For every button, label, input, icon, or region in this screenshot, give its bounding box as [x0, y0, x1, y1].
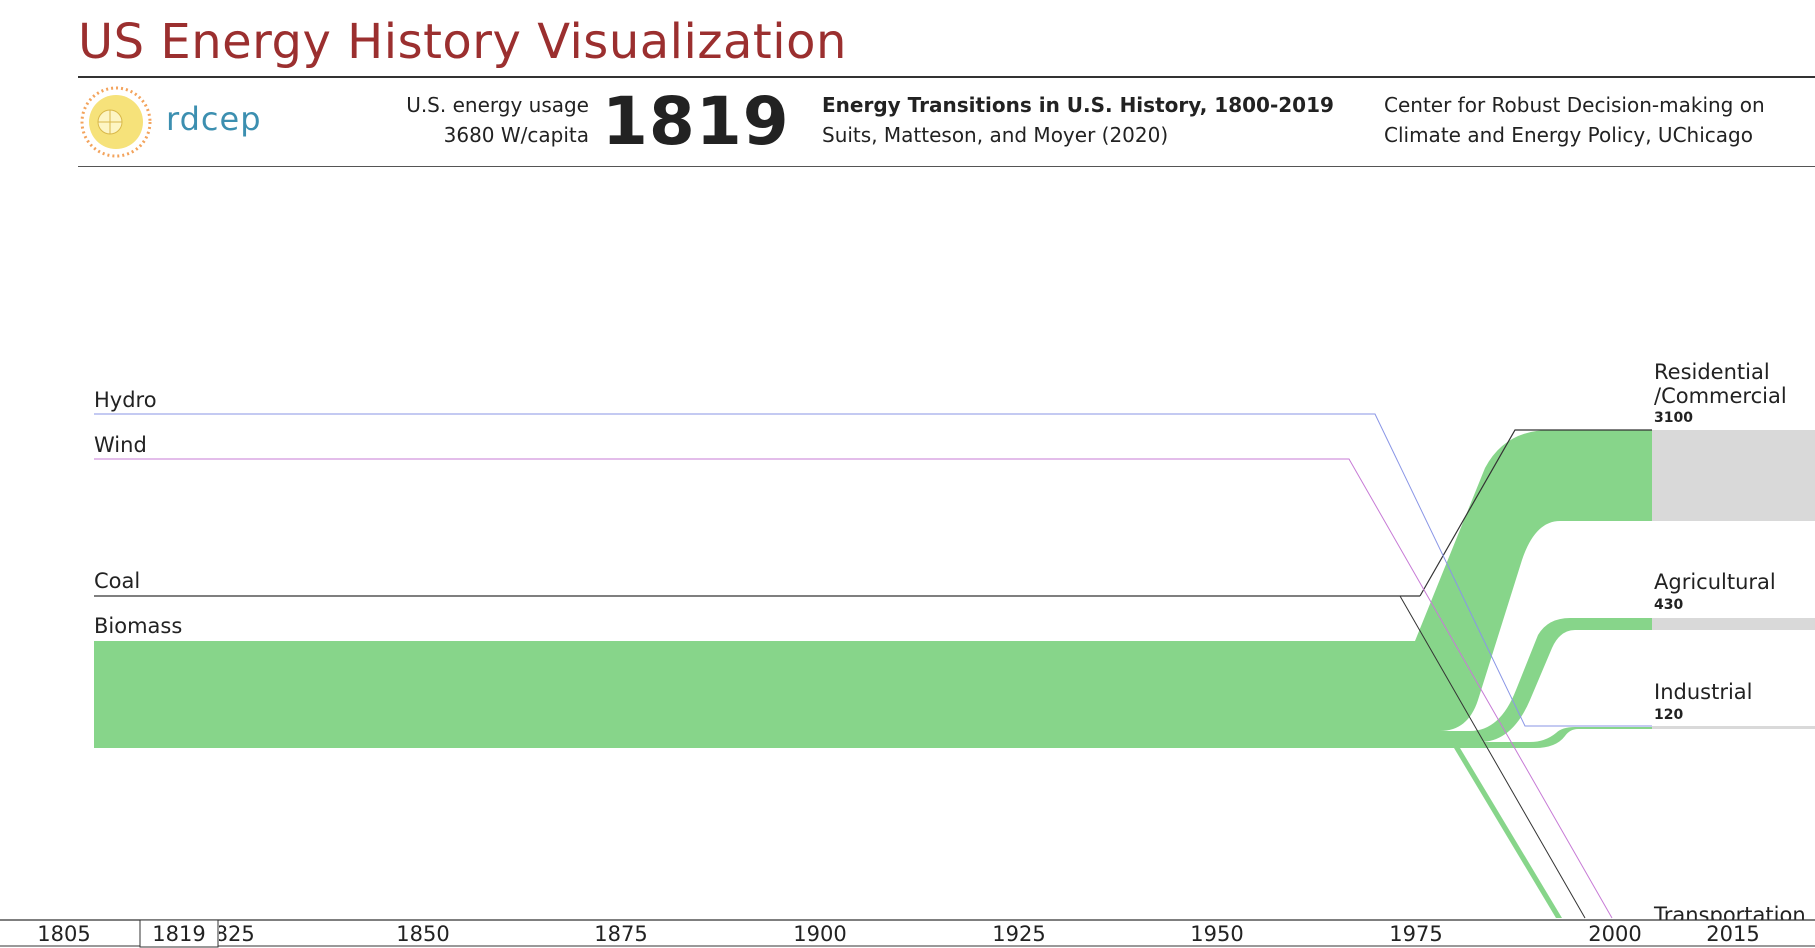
logo-emblem	[80, 86, 152, 158]
usage-value: 3680 W/capita	[443, 123, 589, 147]
flow-biomass-residential[interactable]	[94, 430, 1652, 731]
timeline-tick-1950[interactable]: 1950	[1190, 922, 1243, 946]
sector-bar-residential	[1652, 430, 1815, 521]
sector-label-agricultural: Agricultural	[1654, 570, 1776, 594]
header-top-rule	[78, 76, 1815, 78]
timeline-tick-1819[interactable]: 1819	[152, 922, 205, 946]
timeline-tick-1805[interactable]: 1805	[37, 922, 90, 946]
paper-citation[interactable]: Energy Transitions in U.S. History, 1800…	[822, 90, 1334, 150]
sector-bar-agricultural	[1652, 618, 1815, 630]
timeline-background	[0, 920, 1815, 948]
page-title: US Energy History Visualization	[78, 14, 847, 70]
timeline-tick-1875[interactable]: 1875	[594, 922, 647, 946]
flow-coal-transportation[interactable]	[1399, 595, 1586, 919]
center-line-2: Climate and Energy Policy, UChicago	[1384, 123, 1753, 147]
paper-authors: Suits, Matteson, and Moyer (2020)	[822, 123, 1169, 147]
timeline-tick-1975[interactable]: 1975	[1389, 922, 1442, 946]
timeline-tick-1900[interactable]: 1900	[793, 922, 846, 946]
sector-label-residential-2: /Commercial	[1654, 384, 1787, 408]
timeline-tick-1925[interactable]: 1925	[992, 922, 1045, 946]
source-label-biomass: Biomass	[94, 614, 182, 638]
timeline-tick-2015[interactable]: 2015	[1706, 922, 1759, 946]
header-bottom-rule	[78, 166, 1815, 167]
center-line-1: Center for Robust Decision-making on	[1384, 93, 1765, 117]
usage-label: U.S. energy usage	[406, 93, 589, 117]
sector-bar-industrial	[1652, 726, 1815, 729]
timeline-tick-2000[interactable]: 2000	[1588, 922, 1641, 946]
flow-hydro[interactable]	[94, 413, 1652, 727]
rdcep-logo-icon[interactable]: rdcep	[78, 84, 278, 164]
flow-biomass-agricultural[interactable]	[94, 618, 1652, 742]
paper-title[interactable]: Energy Transitions in U.S. History, 1800…	[822, 93, 1334, 117]
logo-text: rdcep	[166, 100, 262, 138]
energy-usage-readout: U.S. energy usage 3680 W/capita	[406, 90, 589, 150]
source-label-hydro: Hydro	[94, 388, 157, 412]
timeline-tick-1850[interactable]: 1850	[396, 922, 449, 946]
sector-label-residential-1: Residential	[1654, 360, 1770, 384]
flow-wind[interactable]	[94, 458, 1613, 919]
flow-biomass-industrial[interactable]	[94, 727, 1652, 748]
flow-coal-residential[interactable]	[1419, 429, 1652, 597]
sector-label-industrial: Industrial	[1654, 680, 1753, 704]
sector-value-agricultural: 430	[1654, 597, 1683, 613]
sector-value-industrial: 120	[1654, 707, 1683, 723]
timeline-tick-1825[interactable]: 1825	[201, 922, 255, 946]
center-credit[interactable]: Center for Robust Decision-making on Cli…	[1384, 90, 1765, 150]
timeline-year-marker[interactable]	[139, 919, 219, 948]
current-year: 1819	[602, 83, 790, 160]
source-label-wind: Wind	[94, 433, 147, 457]
sector-value-residential: 3100	[1654, 410, 1693, 426]
flow-biomass-transportation[interactable]	[1454, 748, 1562, 918]
source-label-coal: Coal	[94, 569, 140, 593]
